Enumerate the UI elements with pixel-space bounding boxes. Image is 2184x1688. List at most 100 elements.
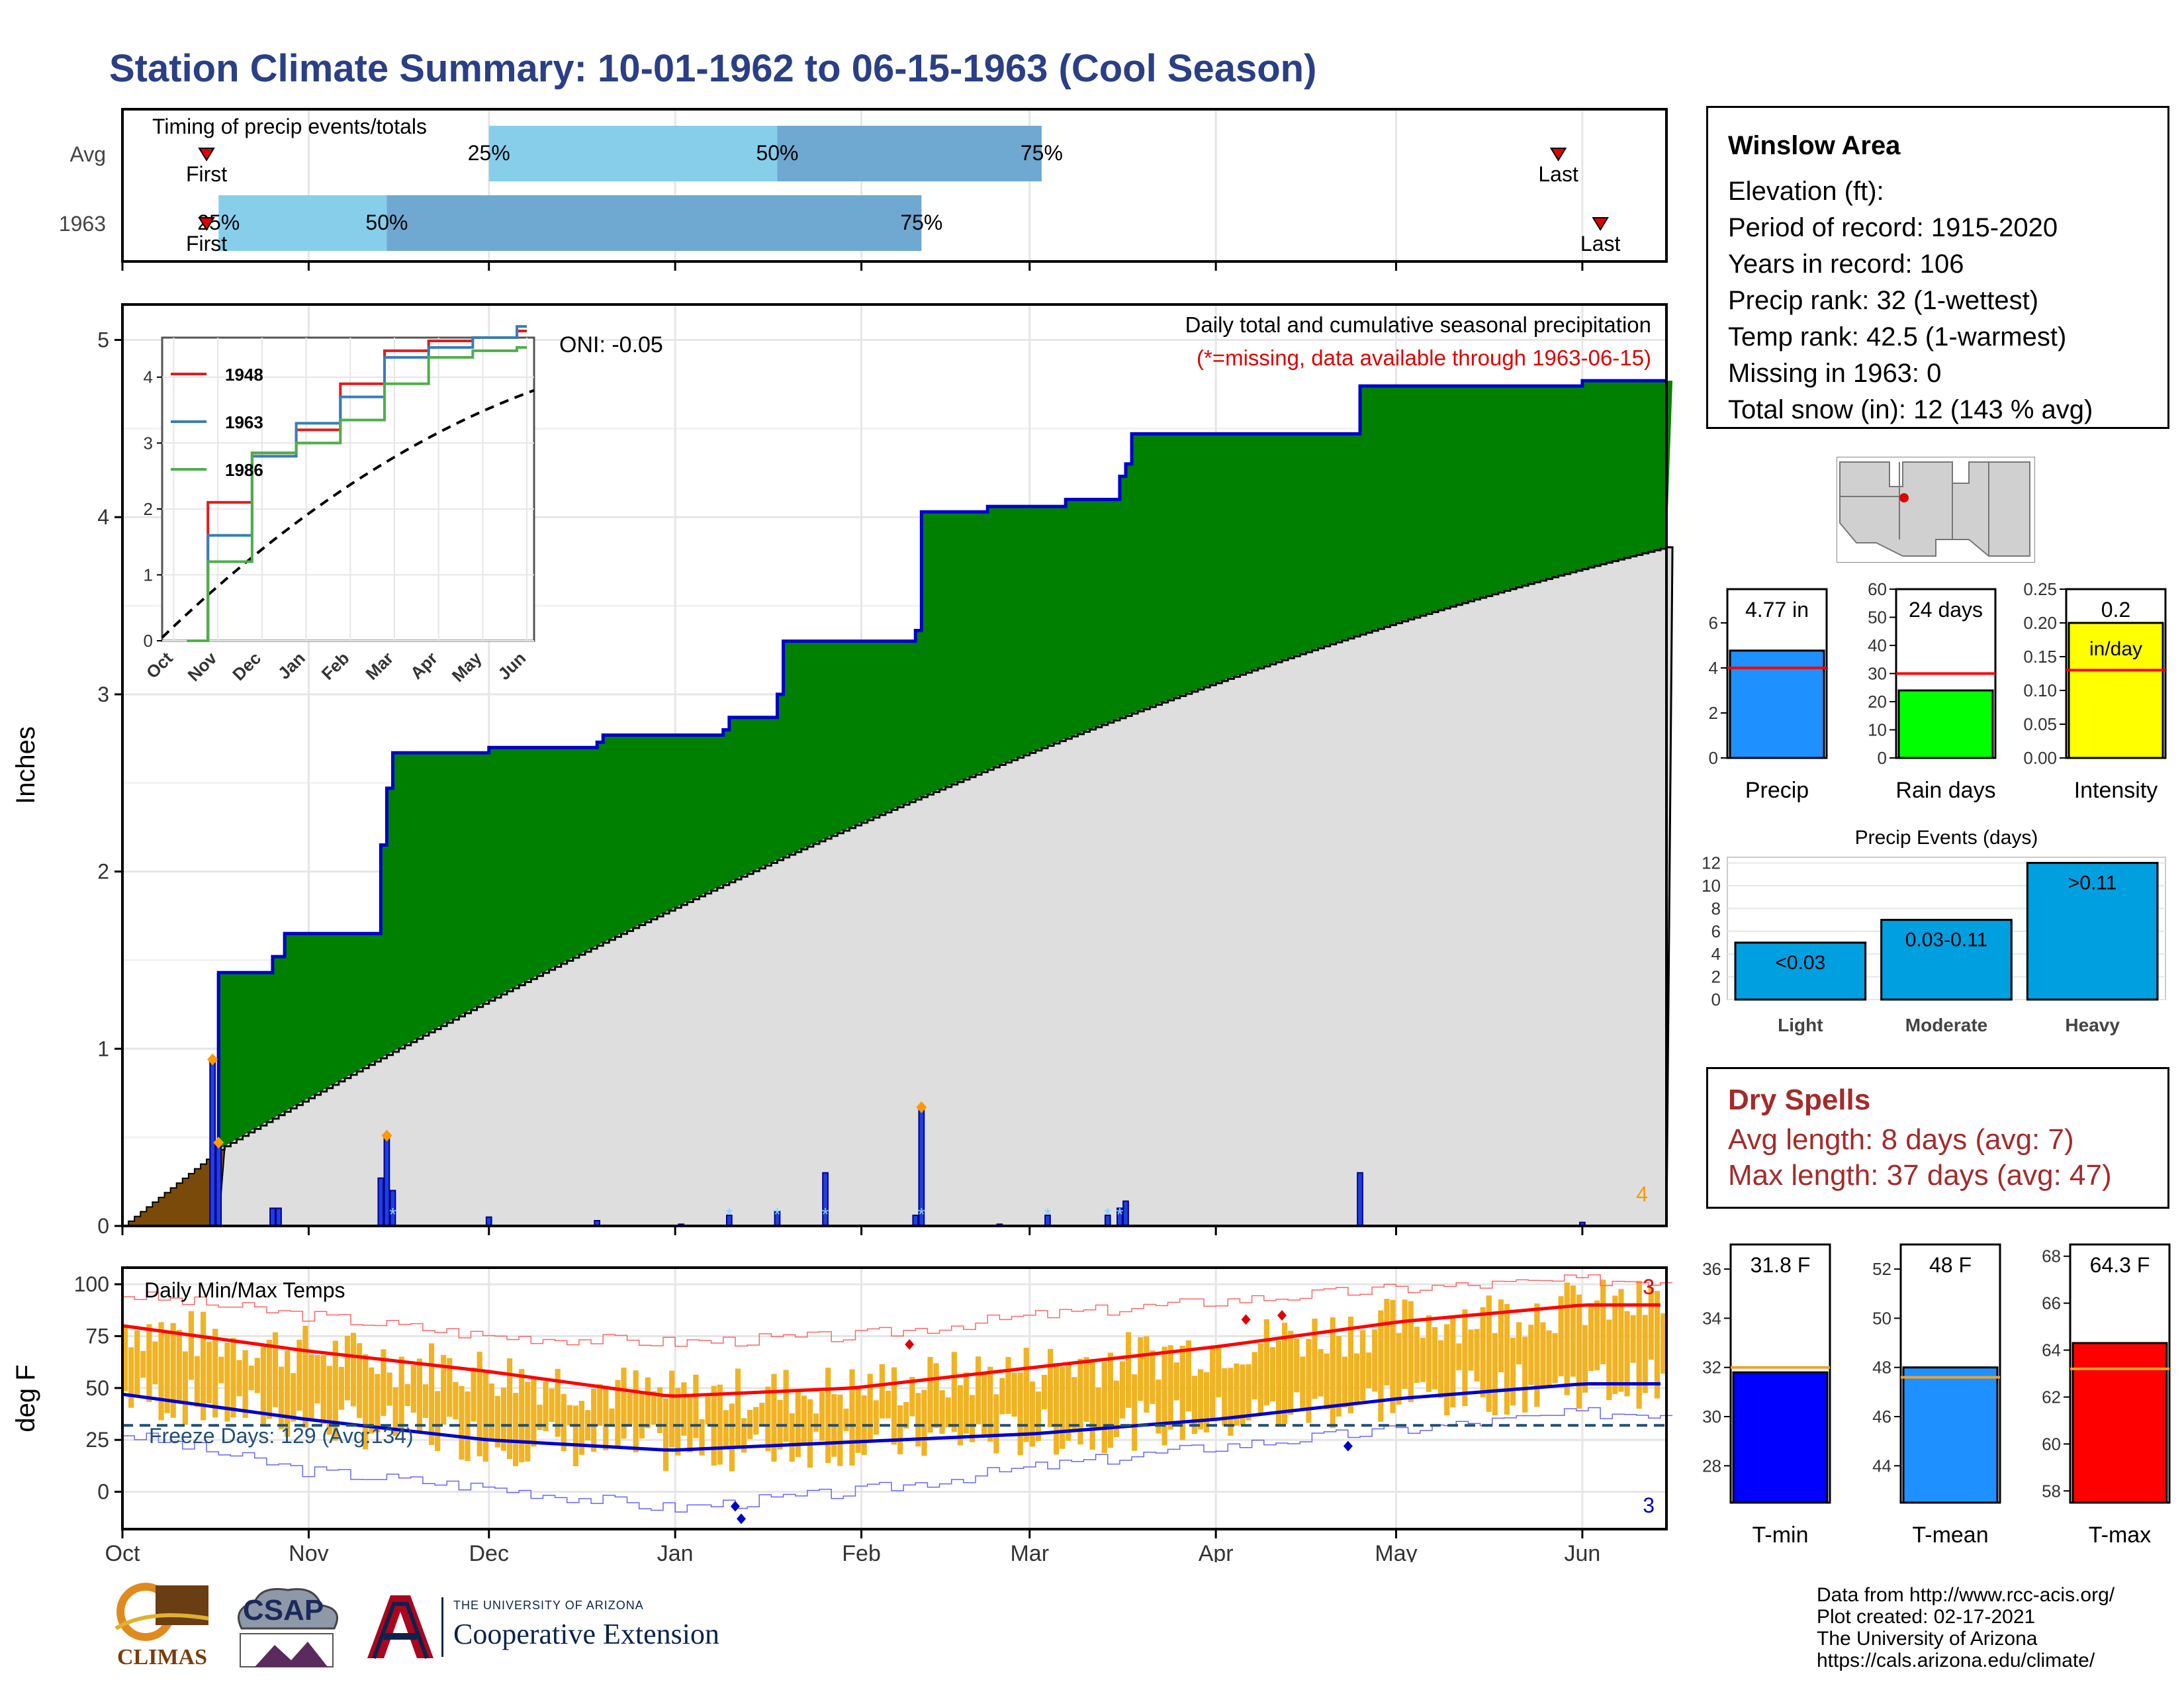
raindays-summary-bar [1897, 689, 1994, 759]
daily-temp-bar [1144, 1336, 1150, 1413]
station-years: Years in record: 106 [1728, 250, 1964, 279]
station-marker [1899, 493, 1909, 502]
csap-logo-text: CSAP [243, 1594, 324, 1626]
daily-temp-bar [1089, 1361, 1095, 1450]
daily-temp-bar [1275, 1340, 1282, 1425]
daily-temp-bar [494, 1395, 500, 1448]
events-category-label: Light [1778, 1015, 1823, 1035]
events-tick-label: 12 [1702, 853, 1721, 873]
daily-temp-bar [230, 1338, 236, 1418]
daily-temp-bar [1077, 1358, 1083, 1445]
daily-temp-bar [1594, 1300, 1600, 1371]
daily-temp-bar [344, 1335, 351, 1401]
daily-temp-bar [471, 1367, 477, 1422]
inset-legend-label: 1963 [225, 412, 263, 432]
daily-temp-bar [1324, 1353, 1330, 1410]
temp-x-tick-label: Jan [657, 1541, 694, 1562]
tmin-summary-bar [1732, 1371, 1829, 1504]
raindays-summary-label: Rain days [1895, 778, 1995, 803]
daily-precip-bar [1357, 1172, 1363, 1227]
tmean-summary-tick-label: 50 [1872, 1308, 1891, 1328]
raindays-summary-tick-label: 10 [1868, 720, 1887, 740]
daily-temp-bar [621, 1368, 627, 1439]
temp-x-tick-label: Dec [469, 1541, 509, 1562]
daily-temp-bar [1468, 1329, 1474, 1371]
daily-temp-bar [1360, 1330, 1366, 1401]
daily-temp-bar [1228, 1368, 1234, 1436]
daily-temp-bar [1510, 1337, 1516, 1406]
daily-temp-bar [1366, 1352, 1372, 1388]
daily-temp-bar [134, 1330, 140, 1396]
daily-temp-bar [603, 1385, 609, 1450]
inset-y-tick-label: 0 [144, 631, 153, 651]
daily-temp-bar [771, 1374, 777, 1462]
events-bar-label: >0.11 [2068, 872, 2117, 894]
daily-temp-bar [1582, 1325, 1588, 1393]
daily-temp-bar [506, 1358, 513, 1460]
timing-last-label: Last [1538, 162, 1578, 186]
daily-temp-bar [404, 1383, 410, 1407]
tmean-summary-tick-label: 46 [1872, 1407, 1891, 1427]
daily-temp-bar [1330, 1317, 1336, 1429]
precip-y-tick-label: 2 [97, 860, 109, 884]
daily-temp-bar [987, 1366, 993, 1442]
snow-day-marker: * [1104, 1204, 1111, 1225]
temp-record-marker [1343, 1440, 1353, 1452]
daily-temp-bar [206, 1341, 212, 1403]
daily-temp-bar [387, 1372, 392, 1406]
daily-temp-bar [260, 1346, 266, 1427]
timing-first-marker [198, 217, 215, 231]
daily-temp-bar [1654, 1291, 1661, 1399]
precip-summary-tick-label: 6 [1709, 613, 1718, 633]
daily-temp-bar [1516, 1322, 1522, 1365]
events-category-label: Moderate [1905, 1015, 1987, 1035]
daily-temp-bar [597, 1384, 603, 1427]
daily-temp-bar [1642, 1315, 1648, 1393]
daily-precip-bar [269, 1207, 276, 1227]
daily-temp-bar [681, 1382, 687, 1436]
snow-day-marker: * [725, 1204, 733, 1225]
daily-temp-bar [1191, 1376, 1198, 1434]
temp-summary-bars: 28 30 32 34 36 31.8 F T-min 44 46 48 50 52 48 F T-mea… [1702, 1243, 2171, 1548]
precip-y-tick-label: 0 [97, 1214, 109, 1238]
daily-temp-bar [1480, 1307, 1486, 1397]
daily-temp-bar [1648, 1287, 1654, 1360]
daily-temp-bar [1576, 1294, 1582, 1409]
station-period: Period of record: 1915-2020 [1728, 213, 2058, 242]
daily-temp-bar [1240, 1364, 1246, 1426]
daily-temp-bar [1047, 1348, 1054, 1427]
daily-temp-bar [903, 1401, 909, 1429]
daily-precip-bar [1122, 1200, 1129, 1227]
timing-first-label: First [186, 162, 227, 186]
station-precip-rank: Precip rank: 32 (1-wettest) [1728, 286, 2039, 315]
daily-temp-bar [194, 1356, 201, 1407]
events-tick-label: 8 [1711, 898, 1721, 918]
daily-temp-bar [1204, 1372, 1210, 1432]
events-bar [1880, 919, 2013, 1001]
timing-label-50: 50% [365, 211, 408, 234]
snow-day-marker: * [918, 1204, 925, 1225]
precip-y-axis-label: Inches [11, 726, 40, 804]
daily-temp-bar [1216, 1345, 1222, 1397]
daily-temp-bar [1318, 1348, 1324, 1397]
timing-last-marker [1592, 217, 1609, 231]
daily-temp-bar [1029, 1382, 1035, 1447]
daily-temp-bar [1150, 1350, 1156, 1404]
daily-temp-bar [416, 1358, 422, 1434]
daily-temp-bar [488, 1383, 494, 1441]
events-tick-label: 4 [1711, 944, 1721, 964]
temp-x-tick-label: Apr [1199, 1541, 1234, 1562]
raindays-summary-tick-label: 50 [1868, 608, 1887, 628]
timing-first-label: First [186, 232, 227, 256]
daily-temp-bar [1095, 1387, 1101, 1430]
daily-temp-bar [1396, 1333, 1402, 1405]
climas-logo-text: CLIMAS [116, 1645, 208, 1669]
temp-y-tick-label: 50 [85, 1376, 109, 1400]
tmax-summary-value-label: 64.3 F [2090, 1253, 2150, 1277]
daily-temp-bar [291, 1373, 296, 1422]
daily-temp-bar [1552, 1333, 1558, 1383]
snow-day-marker: * [822, 1204, 829, 1225]
daily-temp-bar [242, 1350, 248, 1419]
daily-temp-bar [422, 1384, 429, 1419]
daily-temp-bar [1474, 1329, 1480, 1382]
